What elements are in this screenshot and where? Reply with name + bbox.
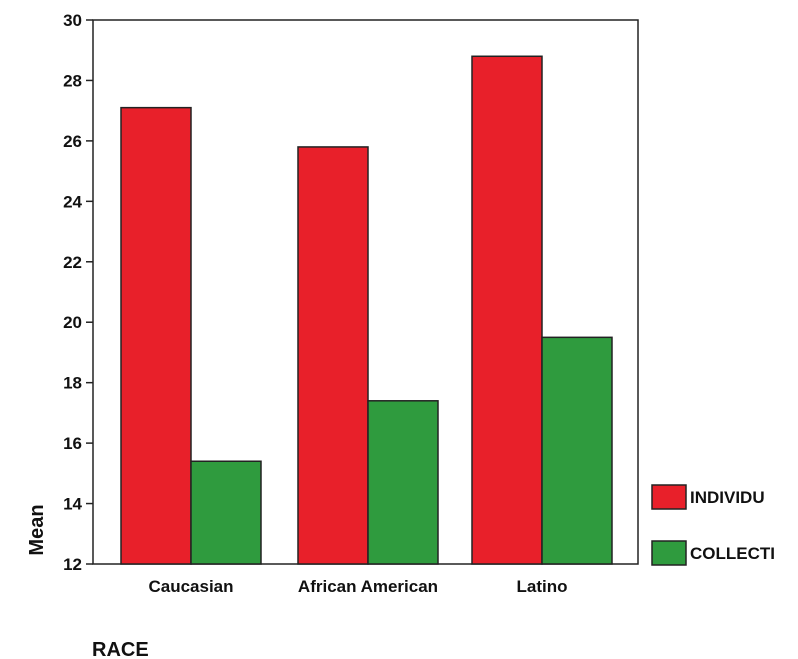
bars (120, 55, 613, 565)
y-tick-label: 18 (63, 374, 82, 393)
x-category-label: African American (298, 577, 438, 596)
bar-individu-caucasian (120, 106, 192, 565)
y-axis-title: Mean (26, 504, 48, 555)
y-tick-label: 28 (63, 71, 82, 90)
legend-label: COLLECTI (690, 544, 775, 563)
y-tick-label: 12 (63, 555, 82, 574)
bar-individu-latino (471, 55, 543, 565)
x-category-label: Caucasian (148, 577, 233, 596)
bar-individu-african-american (297, 146, 369, 565)
y-tick-label: 22 (63, 253, 82, 272)
bar-collecti-latino (541, 336, 613, 565)
y-axis: 12 14 16 18 20 22 24 26 28 30 (63, 11, 93, 574)
y-tick-label: 30 (63, 11, 82, 30)
bar-collecti-caucasian (190, 460, 262, 565)
y-tick-label: 16 (63, 434, 82, 453)
y-tick-label: 20 (63, 313, 82, 332)
x-category-label: Latino (517, 577, 568, 596)
x-axis: Caucasian African American Latino (148, 577, 567, 596)
x-axis-title: RACE (92, 639, 149, 659)
legend-swatch (651, 484, 687, 510)
y-tick-label: 14 (63, 495, 82, 514)
legend-label: INDIVIDU (690, 488, 765, 507)
bar-collecti-african-american (367, 400, 439, 565)
legend-swatch (651, 540, 687, 566)
y-tick-label: 26 (63, 132, 82, 151)
legend: INDIVIDU COLLECTI (651, 484, 775, 566)
y-tick-label: 24 (63, 192, 82, 211)
